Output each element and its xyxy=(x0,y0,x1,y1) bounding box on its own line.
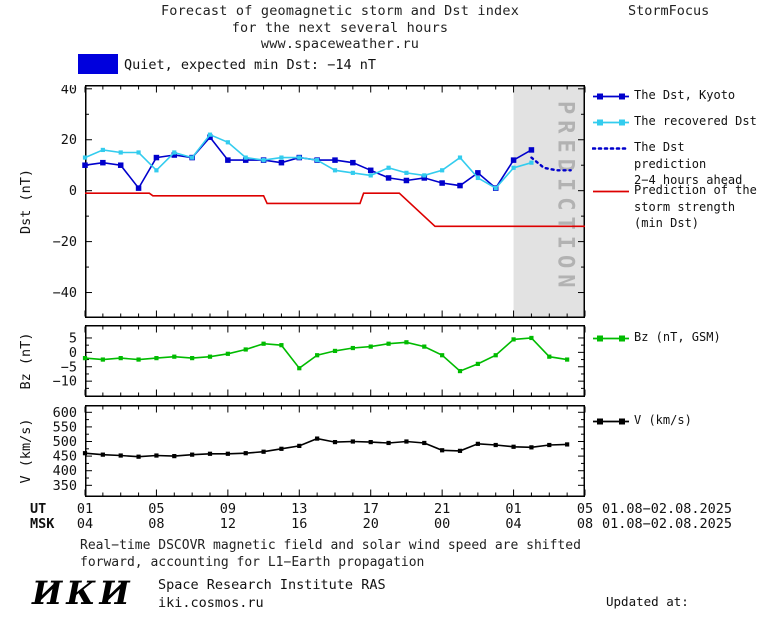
x-tick-label: 04 xyxy=(76,516,94,532)
svg-text:0: 0 xyxy=(69,183,77,199)
title-line1: Forecast of geomagnetic storm and Dst in… xyxy=(160,3,520,19)
msk-date-range: 01.08−02.08.2025 xyxy=(602,516,733,532)
dst-chart: PREDICTION 40 20 0 −20 −40 Dst (nT) xyxy=(18,85,586,318)
title-url: www.spaceweather.ru xyxy=(260,36,420,52)
updated-label: Updated at: xyxy=(606,594,689,609)
svg-text:Dst (nT): Dst (nT) xyxy=(18,169,34,234)
x-tick-label: 20 xyxy=(362,516,379,532)
title-line2: for the next several hours xyxy=(231,19,449,36)
x-tick-label: 21 xyxy=(434,501,451,517)
propagation-note-line1: Real−time DSCOVR magnetic field and sola… xyxy=(80,538,581,553)
svg-text:600: 600 xyxy=(53,405,77,421)
legend-storm-strength-line2: storm strength xyxy=(634,199,736,214)
legend-dst-kyoto-label: The Dst, Kyoto xyxy=(634,88,736,102)
svg-text:−40: −40 xyxy=(53,285,77,301)
legend-storm-strength: Prediction of the storm strength (min Ds… xyxy=(592,182,757,232)
updated-block: Updated at: UT 01:05, 02.08.2025 MSK 04:… xyxy=(606,562,760,620)
quiet-status-color-box xyxy=(78,54,118,74)
svg-text:5: 5 xyxy=(69,330,77,346)
recovered-dst-legend-icon xyxy=(593,119,629,126)
svg-text:450: 450 xyxy=(53,449,77,465)
x-axis-ut-row: UT 01.08−02.08.2025 01 05 09 13 17 21 01 05 xyxy=(0,501,760,517)
x-tick-label: 00 xyxy=(434,516,451,532)
svg-text:−10: −10 xyxy=(53,374,77,390)
svg-text:40: 40 xyxy=(61,85,77,97)
legend-bz: Bz (nT, GSM) xyxy=(592,329,721,346)
svg-text:PREDICTION: PREDICTION xyxy=(552,101,577,293)
storm-strength-legend-icon xyxy=(593,190,629,193)
legend-storm-strength-line1: Prediction of the xyxy=(634,183,757,197)
x-tick-label: 16 xyxy=(291,516,308,532)
ut-label: UT xyxy=(30,501,47,517)
legend-dst-prediction-line1: The Dst prediction xyxy=(634,140,707,171)
legend-v: V (km/s) xyxy=(592,412,692,429)
propagation-note: Real−time DSCOVR magnetic field and sola… xyxy=(80,537,581,571)
page-title: Forecast of geomagnetic storm and Dst in… xyxy=(85,3,595,53)
x-tick-label: 12 xyxy=(219,516,236,532)
legend-recovered-dst-label: The recovered Dst xyxy=(634,114,757,128)
x-tick-label: 04 xyxy=(505,516,522,532)
x-tick-label: 17 xyxy=(362,501,379,517)
svg-text:550: 550 xyxy=(53,419,77,435)
msk-label: MSK xyxy=(30,516,55,532)
x-tick-label: 01 xyxy=(76,501,94,517)
svg-text:0: 0 xyxy=(69,345,77,361)
x-tick-label: 05 xyxy=(576,501,594,517)
legend-recovered-dst: The recovered Dst xyxy=(592,113,757,130)
x-tick-label: 01 xyxy=(505,501,522,517)
svg-text:Bz (nT): Bz (nT) xyxy=(18,333,34,390)
svg-text:V (km/s): V (km/s) xyxy=(18,418,34,483)
svg-text:20: 20 xyxy=(61,132,77,148)
svg-text:500: 500 xyxy=(53,434,77,450)
x-tick-label: 08 xyxy=(576,516,594,532)
x-axis-msk-row: MSK 01.08−02.08.2025 04 08 12 16 20 00 04 08 xyxy=(0,516,760,532)
legend-storm-strength-line3: (min Dst) xyxy=(634,216,700,230)
dst-kyoto-legend-icon xyxy=(593,93,629,100)
dst-prediction-legend-icon xyxy=(592,147,630,150)
brand-stormfocus: StormFocus xyxy=(628,3,710,19)
institute-site: iki.cosmos.ru xyxy=(158,594,264,611)
bz-legend-icon xyxy=(593,335,629,342)
legend-v-label: V (km/s) xyxy=(634,413,692,427)
iki-logo: ИКИ xyxy=(32,574,134,612)
x-tick-label: 08 xyxy=(148,516,165,532)
x-tick-label: 05 xyxy=(148,501,165,517)
x-tick-label: 13 xyxy=(291,501,308,517)
institute-block: Space Research Institute RAS iki.cosmos.… xyxy=(158,577,386,612)
legend-dst-kyoto: The Dst, Kyoto xyxy=(592,87,735,104)
institute-name: Space Research Institute RAS xyxy=(158,577,386,593)
legend-dst-prediction: The Dst prediction 2−4 hours ahead xyxy=(592,139,760,189)
legend-bz-label: Bz (nT, GSM) xyxy=(634,330,721,344)
propagation-note-line2: forward, accounting for L1−Earth propaga… xyxy=(80,555,425,570)
svg-text:−20: −20 xyxy=(53,234,77,250)
ut-date-range: 01.08−02.08.2025 xyxy=(602,501,733,517)
svg-text:400: 400 xyxy=(53,463,77,479)
svg-text:350: 350 xyxy=(53,478,77,494)
bz-chart: 50−5−10 Bz (nT) xyxy=(18,325,586,397)
svg-text:−5: −5 xyxy=(61,359,77,375)
x-tick-label: 09 xyxy=(219,501,236,517)
v-legend-icon xyxy=(593,418,629,425)
quiet-status-label: Quiet, expected min Dst: −14 nT xyxy=(124,57,376,73)
legend-dst-prediction-line2: 2−4 hours ahead xyxy=(634,173,743,187)
